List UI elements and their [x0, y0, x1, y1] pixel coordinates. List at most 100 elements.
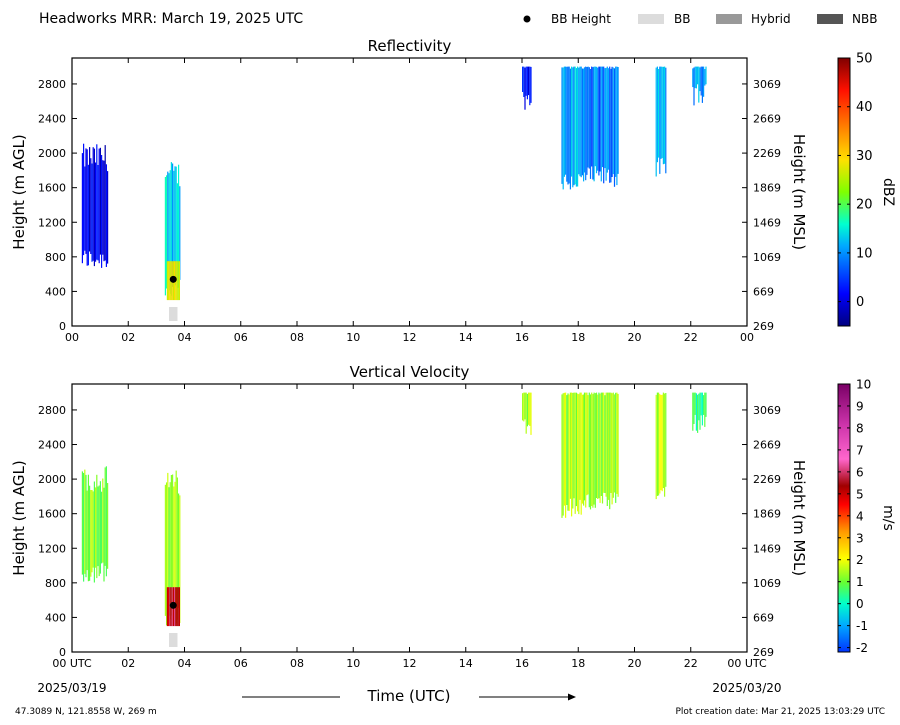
y-tick-label: 1200 — [38, 542, 66, 555]
echo-column — [174, 481, 176, 607]
echo-column — [83, 143, 85, 256]
echo-column — [526, 393, 528, 427]
echo-column — [526, 66, 528, 100]
echo-column — [664, 393, 666, 497]
bb-class-mark — [169, 633, 178, 647]
echo-column — [528, 66, 530, 96]
echo-column — [173, 170, 175, 286]
echo-column — [95, 162, 97, 262]
x-tick-label: 08 — [290, 331, 304, 344]
echo-column — [571, 392, 573, 517]
colorbar-tick-label: 10 — [856, 378, 871, 392]
y2-tick-label: 1469 — [753, 216, 781, 229]
colorbar-label: dBZ — [880, 178, 896, 206]
echo-column — [572, 67, 574, 188]
echo-column — [568, 394, 570, 511]
colorbar-tick-label: 5 — [856, 487, 864, 501]
x-tick-label: 20 — [628, 657, 642, 670]
start-date: 2025/03/19 — [37, 681, 106, 695]
echo-column — [664, 66, 666, 164]
colorbar-tick-label: 6 — [856, 465, 864, 479]
echo-column — [598, 66, 600, 176]
x-tick-label: 18 — [571, 657, 585, 670]
echo-column — [105, 466, 107, 577]
echo-column — [573, 66, 575, 186]
colorbar — [837, 57, 851, 327]
echo-column — [172, 163, 174, 287]
echo-column — [700, 66, 702, 96]
colorbar-tick-label: 0 — [856, 597, 864, 611]
echo-column — [86, 149, 88, 266]
echo-column — [83, 472, 85, 582]
echo-column — [598, 392, 600, 499]
y2-tick-label: 2669 — [753, 439, 781, 452]
legend-swatch-bb — [638, 14, 664, 24]
x-tick-label: 08 — [290, 657, 304, 670]
echo-column — [592, 67, 594, 180]
colorbar-tick-label: 7 — [856, 443, 864, 457]
colorbar — [837, 383, 851, 653]
echo-column — [611, 66, 613, 177]
x-tick-label: 00 UTC — [52, 657, 92, 670]
echo-column — [523, 66, 525, 97]
echo-column — [655, 67, 657, 177]
echo-region — [561, 66, 585, 190]
echo-region — [655, 66, 667, 177]
y2-tick-label: 2269 — [753, 147, 781, 160]
echo-column — [89, 485, 91, 581]
echo-column — [568, 66, 570, 184]
echo-column — [588, 392, 590, 508]
x-tick-label: 06 — [234, 331, 248, 344]
echo-column — [587, 66, 589, 168]
echo-column — [599, 66, 601, 172]
y-tick-label: 1600 — [38, 182, 66, 195]
echo-column — [168, 173, 170, 291]
y-tick-label: 2800 — [38, 78, 66, 91]
legend-label: Hybrid — [751, 12, 791, 26]
echo-column — [524, 67, 526, 110]
echo-column — [86, 490, 88, 571]
echo-column — [703, 66, 705, 97]
echo-column — [703, 395, 705, 415]
echo-column — [701, 66, 703, 103]
echo-column — [85, 474, 87, 578]
echo-column — [659, 66, 661, 174]
echo-column — [167, 171, 169, 285]
x-tick-label: 14 — [459, 657, 473, 670]
echo-column — [583, 392, 586, 501]
echo-region — [583, 66, 619, 187]
y-tick-label: 800 — [45, 577, 66, 590]
y-tick-label: 2000 — [38, 147, 66, 160]
x-tick-label: 12 — [403, 657, 417, 670]
echo-column — [693, 392, 695, 424]
echo-column — [87, 164, 89, 266]
y2-tick-label: 269 — [753, 646, 774, 659]
echo-column — [694, 66, 696, 89]
echo-column — [179, 186, 181, 280]
location-text: 47.3089 N, 121.8558 W, 269 m — [15, 707, 157, 717]
echo-column — [580, 392, 582, 515]
echo-core-column — [168, 587, 170, 627]
echo-column — [89, 147, 91, 252]
echo-region — [522, 392, 532, 435]
echo-column — [617, 393, 619, 497]
echo-column — [697, 66, 699, 85]
echo-column — [530, 66, 532, 103]
echo-column — [565, 392, 567, 518]
echo-core-column — [168, 261, 170, 301]
echo-column — [607, 392, 610, 500]
colorbar-tick-label: -1 — [856, 619, 868, 633]
echo-column — [593, 392, 595, 505]
echo-column — [92, 147, 94, 261]
echo-column — [84, 469, 86, 574]
echo-column — [107, 483, 109, 569]
echo-column — [98, 148, 100, 264]
echo-column — [658, 392, 660, 496]
y-tick-label: 0 — [59, 320, 66, 333]
echo-column — [574, 66, 576, 185]
legend-label: BB Height — [551, 12, 611, 26]
echo-column — [92, 491, 94, 568]
echo-column — [577, 393, 579, 512]
echo-column — [610, 68, 612, 183]
